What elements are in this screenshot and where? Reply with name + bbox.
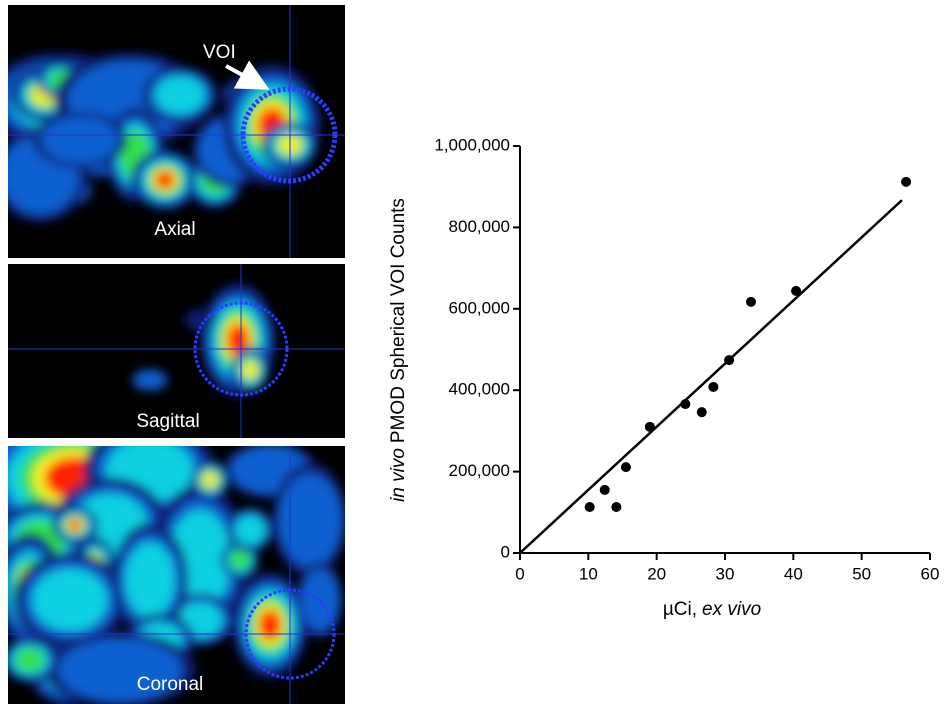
blob <box>301 569 338 631</box>
data-point <box>724 355 734 365</box>
x-label-italic: ex vivo <box>702 599 761 620</box>
voi-label: VOI <box>203 42 236 63</box>
x-tick-label: 0 <box>515 564 524 583</box>
data-point <box>611 502 621 512</box>
data-point <box>791 286 801 296</box>
data-point <box>746 297 756 307</box>
x-tick-label: 10 <box>579 564 598 583</box>
blob <box>41 117 119 164</box>
blob <box>202 472 218 488</box>
blob <box>235 515 265 545</box>
x-tick-label: 30 <box>716 564 735 583</box>
y-label-text: PMOD Spherical VOI Counts <box>388 198 409 443</box>
x-axis-label: µCi,ex vivo <box>663 599 761 620</box>
y-tick-label: 1,000,000 <box>434 135 510 154</box>
x-tick-label: 60 <box>921 564 940 583</box>
y-tick-label: 800,000 <box>449 217 510 236</box>
data-point <box>621 462 631 472</box>
data-point <box>708 382 718 392</box>
blob <box>68 520 81 531</box>
blob <box>135 371 166 390</box>
x-tick-label: 40 <box>784 564 803 583</box>
x-label-text: µCi, <box>663 599 697 620</box>
coronal-label: Coronal <box>137 674 204 695</box>
blob <box>33 569 108 632</box>
data-point <box>645 422 655 432</box>
blob <box>259 610 281 641</box>
data-point <box>680 399 690 409</box>
data-point <box>585 502 595 512</box>
page: VOI Axial Sagittal Coronal 0 200,000 400,0… <box>0 0 945 704</box>
y-axis-label: in vivo PMOD Spherical VOI Counts <box>388 198 409 502</box>
blob <box>230 550 250 570</box>
blob <box>125 543 175 618</box>
data-point <box>697 407 707 417</box>
x-tick-label: 20 <box>647 564 666 583</box>
blob-layer <box>0 406 348 704</box>
x-tick-label: 50 <box>852 564 871 583</box>
blob <box>155 171 175 189</box>
scatter-chart: 0 200,000 400,000 600,000 800,000 1,000,000 0 1… <box>434 135 939 583</box>
figure: VOI Axial Sagittal Coronal 0 200,000 400,0… <box>0 0 945 704</box>
y-tick-label: 200,000 <box>449 461 510 480</box>
y-tick-label: 600,000 <box>449 298 510 317</box>
fit-line <box>520 200 902 553</box>
coronal-blobs <box>0 406 348 704</box>
sagittal-label: Sagittal <box>136 411 199 432</box>
y-label-italic: in vivo <box>388 448 409 502</box>
data-point <box>600 485 610 495</box>
blob <box>242 361 258 380</box>
y-tick-label: 400,000 <box>449 380 510 399</box>
axial-label: Axial <box>154 219 195 240</box>
data-point <box>901 177 911 187</box>
blob <box>279 474 341 567</box>
y-tick-label: 0 <box>501 542 510 561</box>
blob <box>155 76 205 114</box>
blob <box>15 648 45 672</box>
